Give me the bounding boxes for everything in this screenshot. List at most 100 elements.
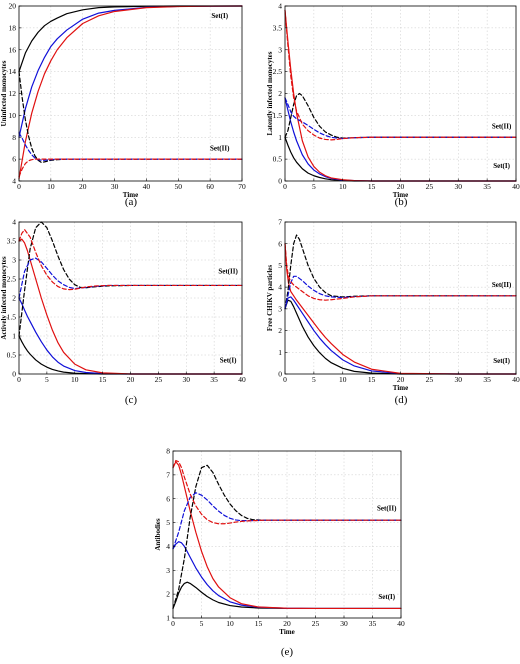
y-tick-label: 3 [12, 256, 16, 265]
y-tick-label: 2 [12, 294, 16, 303]
y-tick-label: 4 [12, 177, 16, 186]
y-tick-label: 14 [9, 67, 17, 76]
x-tick-label: 20 [127, 375, 135, 384]
y-tick-label: 0 [278, 370, 282, 379]
x-tick-label: 30 [455, 182, 463, 191]
y-tick-label: 0.5 [273, 155, 283, 164]
x-tick-label: 40 [512, 182, 520, 191]
y-tick-label: 6 [278, 239, 282, 248]
y-tick-label: 1.5 [273, 111, 283, 120]
y-tick-label: 6 [166, 494, 170, 503]
series-line-red-solid [18, 5, 243, 180]
x-tick-label: 60 [206, 182, 214, 191]
x-tick-label: 40 [143, 182, 151, 191]
x-tick-label: 40 [238, 375, 246, 384]
x-tick-label: 30 [340, 619, 348, 628]
x-tick-label: 0 [283, 182, 287, 191]
x-axis-label: Time [123, 191, 138, 199]
x-tick-label: 15 [368, 182, 376, 191]
y-axis-label: Antibodies [154, 518, 162, 551]
x-tick-label: 20 [79, 182, 87, 191]
x-tick-label: 25 [312, 619, 320, 628]
x-tick-label: 10 [339, 182, 347, 191]
y-tick-label: 7 [278, 218, 282, 227]
panel-caption: (b) [395, 196, 408, 208]
y-axis-label: Actively infected monocytes [0, 256, 8, 339]
x-tick-label: 0 [17, 182, 21, 191]
y-tick-label: 8 [166, 447, 170, 456]
annotation-label: Set(I) [211, 12, 228, 20]
y-axis-label: Free CHIKV particles [266, 265, 274, 332]
series-line-red-dashed [284, 9, 517, 141]
x-tick-label: 30 [183, 375, 191, 384]
y-tick-label: 2 [278, 326, 282, 335]
series-line-blue-dashed [284, 97, 517, 140]
y-tick-label: 5 [166, 518, 170, 527]
x-tick-label: 25 [426, 182, 434, 191]
x-tick-label: 40 [512, 375, 520, 384]
series-line-black-dashed [18, 71, 243, 164]
series-line-red-solid [172, 461, 402, 610]
y-tick-label: 1.5 [7, 313, 17, 322]
x-tick-label: 30 [455, 375, 463, 384]
y-tick-label: 4 [278, 2, 282, 11]
y-axis-label: Latently infected monocytes [266, 51, 274, 135]
y-tick-label: 1 [12, 332, 16, 341]
y-tick-label: 3.5 [273, 23, 283, 32]
y-tick-label: 2.5 [273, 67, 283, 76]
x-tick-label: 10 [71, 375, 79, 384]
panel-a: 0 10 20 30 40 50 60 70 4 6 8 10 12 14 16 18 20 Time Uninfe… [0, 2, 246, 208]
series-line-red-dashed [172, 459, 402, 525]
y-tick-label: 3.5 [7, 237, 17, 246]
series-line-blue-dashed [18, 132, 243, 161]
panel-caption: (c) [125, 394, 138, 406]
y-tick-label: 3 [278, 304, 282, 313]
series-line-red-dashed [284, 243, 517, 301]
series-line-black-dashed [284, 92, 517, 139]
x-tick-label: 5 [312, 375, 316, 384]
annotation-label: Set(I) [493, 357, 510, 365]
y-tick-label: 4 [278, 283, 282, 292]
y-tick-label: 0 [12, 370, 16, 379]
y-tick-label: 0.5 [7, 351, 17, 360]
y-tick-label: 3 [166, 566, 170, 575]
y-tick-label: 18 [9, 23, 17, 32]
y-tick-label: 20 [9, 2, 17, 11]
annotation-label: Set(II) [492, 123, 512, 131]
x-tick-label: 0 [283, 375, 287, 384]
x-tick-label: 70 [238, 182, 246, 191]
y-tick-label: 16 [9, 45, 17, 54]
series-line-red-solid [18, 238, 243, 375]
annotation-label: Set(II) [218, 267, 238, 275]
series-line-red-dashed [18, 229, 243, 291]
series-line-black-solid [284, 299, 517, 375]
y-tick-label: 12 [9, 89, 17, 98]
y-tick-label: 1 [166, 614, 170, 623]
annotation-label: Set(II) [210, 144, 230, 152]
x-tick-label: 35 [210, 375, 218, 384]
x-tick-label: 15 [368, 375, 376, 384]
y-tick-label: 3 [278, 45, 282, 54]
y-tick-label: 4 [166, 542, 170, 551]
x-tick-label: 20 [283, 619, 291, 628]
panel-caption: (a) [125, 196, 138, 208]
x-axis-label: Time [279, 628, 294, 636]
y-tick-label: 2 [278, 89, 282, 98]
series-line-black-solid [18, 5, 243, 73]
x-tick-label: 5 [45, 375, 49, 384]
x-tick-label: 5 [312, 182, 316, 191]
x-tick-label: 15 [99, 375, 107, 384]
plot-frame [284, 221, 517, 375]
x-tick-label: 10 [226, 619, 234, 628]
x-tick-label: 25 [426, 375, 434, 384]
y-tick-label: 5 [278, 261, 282, 270]
x-tick-label: 30 [111, 182, 119, 191]
y-tick-label: 10 [9, 111, 17, 120]
annotation-label: Set(I) [378, 593, 395, 601]
y-tick-label: 0 [278, 177, 282, 186]
y-tick-label: 8 [12, 133, 16, 142]
panel-c: 0 5 10 15 20 25 30 35 40 0 0.5 1 1.5 2 2.5 3 3.5 4 Activel… [0, 218, 246, 406]
annotation-label: Set(I) [220, 357, 237, 365]
y-tick-label: 7 [166, 470, 170, 479]
